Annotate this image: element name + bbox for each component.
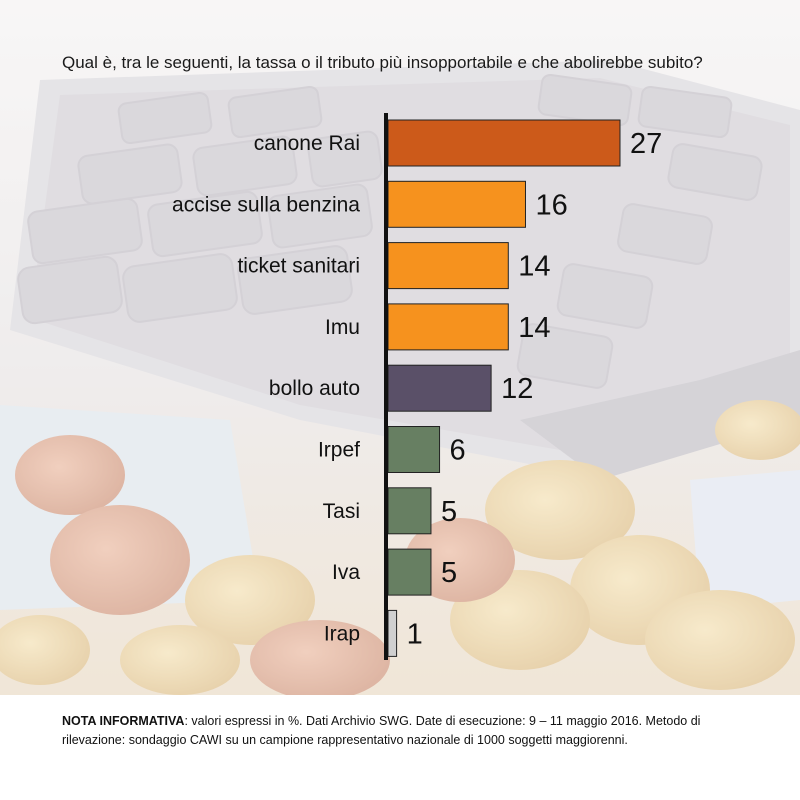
bar-6 (387, 487, 432, 535)
value-label-8: 1 (407, 618, 423, 650)
value-label-5: 6 (450, 435, 466, 467)
bar-4 (387, 364, 492, 412)
bar-8 (387, 609, 398, 657)
value-label-3: 14 (518, 312, 550, 344)
category-label-0: canone Rai (254, 132, 360, 155)
bar-7 (387, 548, 432, 596)
bar-2 (387, 242, 509, 290)
value-label-6: 5 (441, 496, 457, 528)
footnote-text: : valori espressi in %. Dati Archivio SW… (62, 714, 701, 747)
value-label-2: 14 (518, 251, 550, 283)
category-label-4: bollo auto (269, 377, 360, 400)
bar-1 (387, 180, 526, 228)
category-label-1: accise sulla benzina (172, 193, 360, 216)
category-label-5: Irpef (318, 439, 360, 462)
footnote: NOTA INFORMATIVA: valori espressi in %. … (62, 712, 752, 750)
value-label-4: 12 (501, 373, 533, 405)
value-label-0: 27 (630, 128, 662, 160)
chart-title: Qual è, tra le seguenti, la tassa o il t… (62, 53, 703, 72)
category-label-2: ticket sanitari (237, 255, 360, 278)
value-label-1: 16 (535, 189, 567, 221)
bar-3 (387, 303, 509, 351)
category-label-8: Irap (324, 622, 360, 645)
value-label-7: 5 (441, 557, 457, 589)
category-label-6: Tasi (323, 500, 360, 523)
footnote-label: NOTA INFORMATIVA (62, 714, 185, 728)
category-label-7: Iva (332, 561, 360, 584)
bar-5 (387, 426, 441, 473)
category-label-3: Imu (325, 316, 360, 339)
bar-0 (387, 119, 621, 167)
